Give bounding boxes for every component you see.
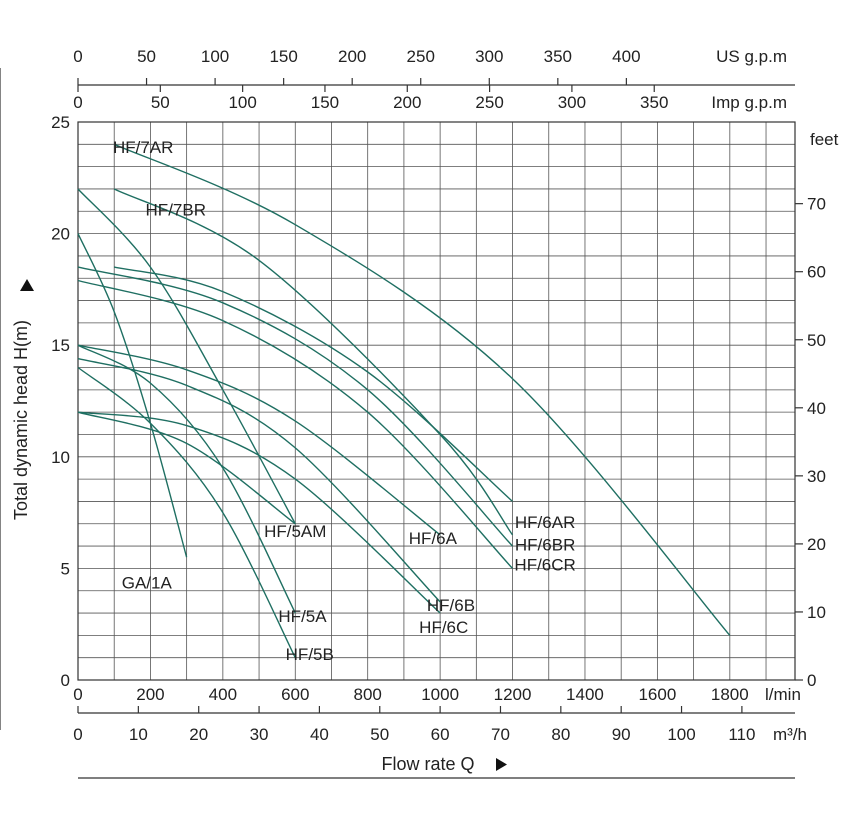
- m3h-unit-label: m³/h: [773, 725, 807, 744]
- y-tick-label: 20: [51, 225, 70, 244]
- y-tick-label: 0: [61, 671, 70, 690]
- imp-gpm-tick-label: 200: [393, 93, 421, 112]
- x-tick-label: 1600: [638, 685, 676, 704]
- curve-label: HF/7AR: [113, 138, 173, 157]
- curve-label: HF/6CR: [514, 556, 575, 575]
- curve-label: GA/1A: [122, 573, 173, 592]
- y-axis-arrow-icon: [20, 279, 34, 291]
- m3h-tick-label: 40: [310, 725, 329, 744]
- plot-frame: [0, 68, 796, 779]
- m3h-tick-label: 30: [250, 725, 269, 744]
- us-gpm-tick-label: 50: [137, 47, 156, 66]
- curve-hf-6br: [77, 266, 514, 547]
- y-tick-label: 15: [51, 336, 70, 355]
- y-tick-label: 25: [51, 113, 70, 132]
- x-tick-label: 1800: [711, 685, 749, 704]
- feet-tick-label: 30: [807, 467, 826, 486]
- us-gpm-tick-label: 150: [269, 47, 297, 66]
- curve-hf-6a: [77, 344, 441, 536]
- x-tick-label: 800: [354, 685, 382, 704]
- curve-hf-7ar: [113, 143, 731, 636]
- x-tick-label: 1400: [566, 685, 604, 704]
- us-gpm-tick-label: 350: [544, 47, 572, 66]
- curve-label: HF/5A: [278, 607, 327, 626]
- imp-gpm-tick-label: 150: [311, 93, 339, 112]
- x-unit-label: l/min: [765, 685, 801, 704]
- x-tick-label: 200: [136, 685, 164, 704]
- imp-gpm-tick-label: 50: [151, 93, 170, 112]
- feet-unit-label: feet: [810, 130, 839, 149]
- us-gpm-tick-label: 300: [475, 47, 503, 66]
- curve-ga-1a: [77, 233, 188, 558]
- us-gpm-tick-label: 200: [338, 47, 366, 66]
- curve-hf-5am: [77, 188, 296, 525]
- curve-label: HF/7BR: [146, 201, 206, 220]
- x-tick-label: 0: [73, 685, 82, 704]
- m3h-tick-label: 70: [491, 725, 510, 744]
- m3h-tick-label: 90: [612, 725, 631, 744]
- m3h-tick-label: 110: [728, 725, 755, 744]
- m3h-tick-label: 20: [189, 725, 208, 744]
- x-tick-label: 400: [209, 685, 237, 704]
- m3h-tick-label: 80: [551, 725, 570, 744]
- x-tick-label: 1000: [421, 685, 459, 704]
- x-axis-title: Flow rate Q: [381, 754, 474, 774]
- x-axis-arrow-icon: [496, 758, 507, 771]
- feet-tick-label: 0: [807, 671, 816, 690]
- us-gpm-tick-label: 100: [201, 47, 229, 66]
- curve-unlabeled: [77, 411, 296, 525]
- feet-tick-label: 20: [807, 535, 826, 554]
- curve-label: HF/6C: [419, 618, 468, 637]
- curve-hf-6ar: [114, 266, 513, 502]
- curve-label: HF/6AR: [515, 513, 575, 532]
- curves: [77, 143, 731, 659]
- axis-titles: Total dynamic head H(m) Flow rate Q: [11, 279, 507, 774]
- imp-gpm-tick-label: 100: [228, 93, 256, 112]
- m3h-tick-label: 100: [667, 725, 695, 744]
- curve-hf-7br: [113, 188, 514, 536]
- m3h-tick-label: 10: [129, 725, 148, 744]
- m3h-tick-label: 0: [73, 725, 82, 744]
- feet-tick-label: 50: [807, 331, 826, 350]
- x-tick-label: 1200: [494, 685, 532, 704]
- imp-gpm-tick-label: 0: [73, 93, 82, 112]
- feet-tick-label: 10: [807, 603, 826, 622]
- imp-gpm-tick-label: 350: [640, 93, 668, 112]
- plot-border: [77, 121, 796, 681]
- imp-gpm-tick-label: 300: [558, 93, 586, 112]
- curve-label: HF/6A: [409, 529, 458, 548]
- feet-tick-label: 70: [807, 195, 826, 214]
- imp-gpm-unit-label: Imp g.p.m: [711, 93, 787, 112]
- m3h-tick-label: 50: [370, 725, 389, 744]
- us-gpm-tick-label: 0: [73, 47, 82, 66]
- feet-tick-label: 60: [807, 263, 826, 282]
- curve-label: HF/6B: [427, 596, 475, 615]
- curve-hf-6c: [77, 411, 441, 614]
- us-gpm-unit-label: US g.p.m: [716, 47, 787, 66]
- curve-label: HF/5AM: [264, 522, 326, 541]
- m3h-tick-label: 60: [431, 725, 450, 744]
- y-axis-title: Total dynamic head H(m): [11, 320, 31, 520]
- us-gpm-tick-label: 250: [407, 47, 435, 66]
- curve-hf-5b: [77, 366, 296, 659]
- us-gpm-tick-label: 400: [612, 47, 640, 66]
- curve-label: HF/6BR: [515, 536, 575, 555]
- imp-gpm-tick-label: 250: [475, 93, 503, 112]
- feet-tick-label: 40: [807, 399, 826, 418]
- grid: [77, 121, 795, 681]
- y-tick-label: 5: [61, 559, 70, 578]
- y-tick-label: 10: [51, 448, 70, 467]
- curve-hf-5a: [77, 344, 296, 614]
- curve-label: HF/5B: [286, 645, 334, 664]
- curve-hf-6cr: [77, 279, 514, 569]
- x-tick-label: 600: [281, 685, 309, 704]
